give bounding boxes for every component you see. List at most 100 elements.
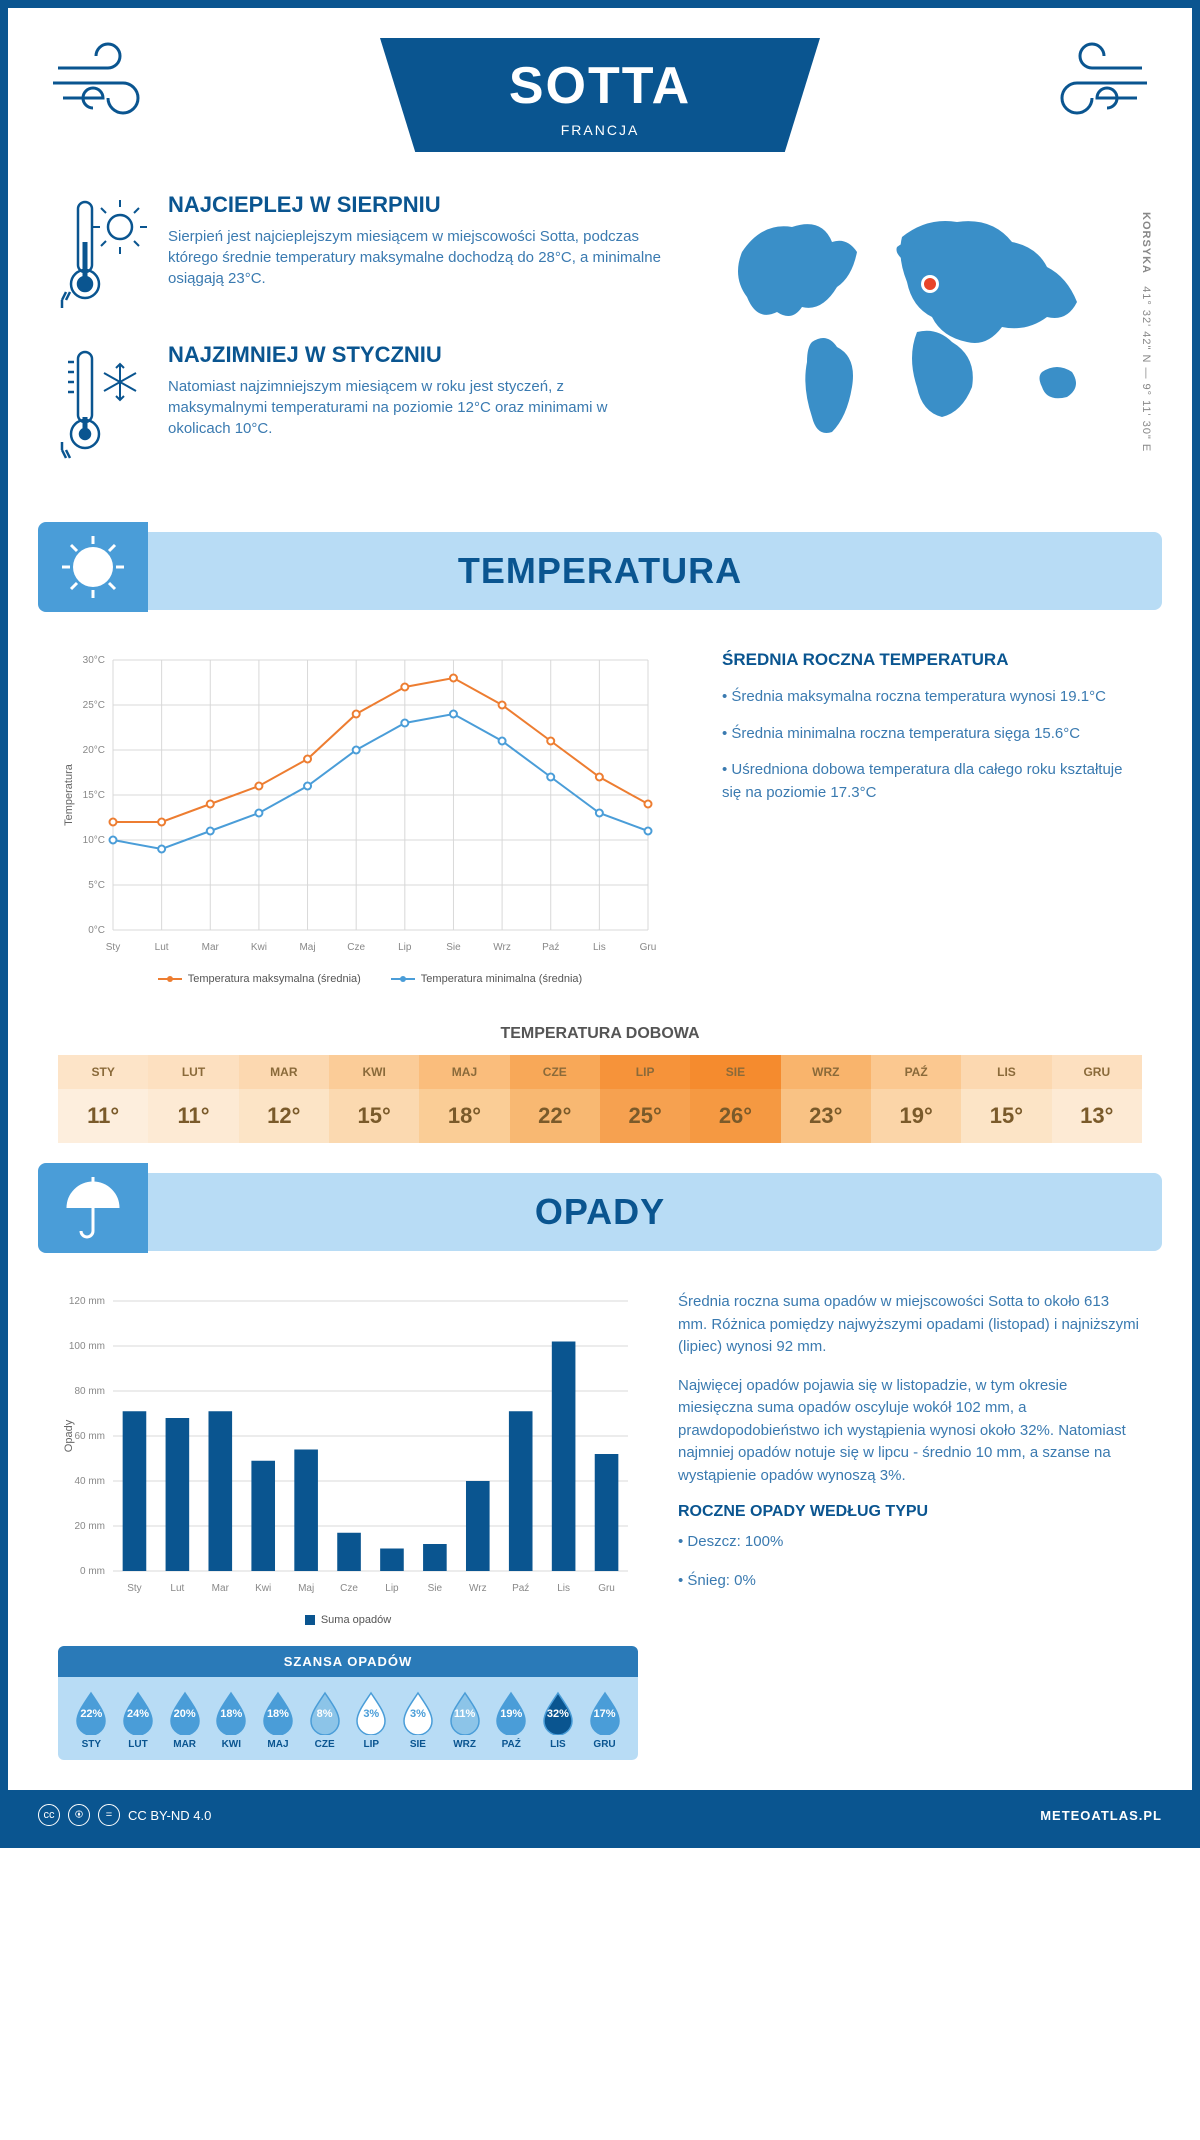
daily-cell: PAŹ19° bbox=[871, 1055, 961, 1143]
intro-left: NAJCIEPLEJ W SIERPNIU Sierpień jest najc… bbox=[58, 192, 662, 492]
svg-text:Mar: Mar bbox=[212, 1583, 230, 1594]
daily-cell: MAJ18° bbox=[419, 1055, 509, 1143]
svg-text:Lis: Lis bbox=[557, 1583, 570, 1594]
svg-text:Temperatura: Temperatura bbox=[63, 763, 75, 826]
page-subtitle: FRANCJA bbox=[380, 122, 820, 138]
temperature-line-chart: 0°C5°C10°C15°C20°C25°C30°CStyLutMarKwiMa… bbox=[58, 650, 658, 960]
svg-text:Lip: Lip bbox=[385, 1583, 399, 1594]
chance-drop: 17%GRU bbox=[584, 1691, 626, 1750]
section-title: TEMPERATURA bbox=[38, 550, 1162, 592]
daily-cell: KWI15° bbox=[329, 1055, 419, 1143]
svg-text:Maj: Maj bbox=[299, 942, 315, 953]
svg-text:60 mm: 60 mm bbox=[74, 1431, 105, 1442]
daily-temp-table: STY11°LUT11°MAR12°KWI15°MAJ18°CZE22°LIP2… bbox=[58, 1055, 1142, 1143]
rain-type-line: • Deszcz: 100% bbox=[678, 1531, 1142, 1554]
daily-cell: LIS15° bbox=[961, 1055, 1051, 1143]
section-title: OPADY bbox=[38, 1191, 1162, 1233]
by-icon: 🅯 bbox=[68, 1804, 90, 1826]
temp-summary-line: • Średnia maksymalna roczna temperatura … bbox=[722, 686, 1142, 709]
precipitation-content: 0 mm20 mm40 mm60 mm80 mm100 mm120 mmStyL… bbox=[8, 1271, 1192, 1646]
daily-cell: STY11° bbox=[58, 1055, 148, 1143]
daily-temp-title: TEMPERATURA DOBOWA bbox=[8, 1025, 1192, 1043]
daily-cell: WRZ23° bbox=[781, 1055, 871, 1143]
svg-text:Lut: Lut bbox=[155, 942, 169, 953]
svg-text:Sie: Sie bbox=[446, 942, 461, 953]
daily-cell: LUT11° bbox=[148, 1055, 238, 1143]
chance-drop: 18%MAJ bbox=[257, 1691, 299, 1750]
svg-text:30°C: 30°C bbox=[83, 655, 105, 666]
chance-drop: 18%KWI bbox=[210, 1691, 252, 1750]
rain-type-line: • Śnieg: 0% bbox=[678, 1570, 1142, 1593]
svg-text:10°C: 10°C bbox=[83, 835, 105, 846]
rain-text-2: Najwięcej opadów pojawia się w listopadz… bbox=[678, 1375, 1142, 1488]
svg-text:Cze: Cze bbox=[347, 942, 365, 953]
wind-icon bbox=[1032, 38, 1152, 128]
daily-cell: GRU13° bbox=[1052, 1055, 1142, 1143]
header: SOTTA FRANCJA bbox=[8, 8, 1192, 162]
license: cc 🅯 = CC BY-ND 4.0 bbox=[38, 1804, 211, 1826]
daily-cell: LIP25° bbox=[600, 1055, 690, 1143]
svg-text:100 mm: 100 mm bbox=[69, 1341, 105, 1352]
daily-cell: CZE22° bbox=[510, 1055, 600, 1143]
title-banner: SOTTA FRANCJA bbox=[380, 38, 820, 152]
sun-icon bbox=[38, 522, 148, 612]
svg-text:15°C: 15°C bbox=[83, 790, 105, 801]
footer: cc 🅯 = CC BY-ND 4.0 METEOATLAS.PL bbox=[8, 1790, 1192, 1840]
svg-text:Wrz: Wrz bbox=[493, 942, 511, 953]
rain-text-1: Średnia roczna suma opadów w miejscowośc… bbox=[678, 1291, 1142, 1359]
svg-text:Gru: Gru bbox=[598, 1583, 615, 1594]
svg-text:Mar: Mar bbox=[202, 942, 220, 953]
svg-text:Sie: Sie bbox=[428, 1583, 443, 1594]
page: SOTTA FRANCJA bbox=[0, 0, 1200, 1848]
wind-icon bbox=[48, 38, 168, 128]
precipitation-summary: Średnia roczna suma opadów w miejscowośc… bbox=[678, 1291, 1142, 1626]
temperature-banner: TEMPERATURA bbox=[38, 532, 1162, 610]
temperature-summary: ŚREDNIA ROCZNA TEMPERATURA • Średnia mak… bbox=[722, 650, 1142, 985]
temperature-content: 0°C5°C10°C15°C20°C25°C30°CStyLutMarKwiMa… bbox=[8, 630, 1192, 1005]
svg-text:Lip: Lip bbox=[398, 942, 412, 953]
thermometer-sun-icon bbox=[58, 192, 148, 312]
rain-chart-legend: Suma opadów bbox=[58, 1614, 638, 1626]
thermometer-snow-icon bbox=[58, 342, 148, 462]
svg-text:5°C: 5°C bbox=[88, 880, 105, 891]
chance-drop: 24%LUT bbox=[117, 1691, 159, 1750]
umbrella-icon bbox=[38, 1163, 148, 1253]
svg-text:Sty: Sty bbox=[127, 1583, 141, 1594]
chance-drop: 3%LIP bbox=[350, 1691, 392, 1750]
svg-text:20°C: 20°C bbox=[83, 745, 105, 756]
precipitation-bar-chart: 0 mm20 mm40 mm60 mm80 mm100 mm120 mmStyL… bbox=[58, 1291, 638, 1601]
svg-text:Paź: Paź bbox=[512, 1583, 529, 1594]
temp-summary-title: ŚREDNIA ROCZNA TEMPERATURA bbox=[722, 650, 1142, 670]
svg-text:80 mm: 80 mm bbox=[74, 1386, 105, 1397]
chance-drop: 11%WRZ bbox=[444, 1691, 486, 1750]
hottest-block: NAJCIEPLEJ W SIERPNIU Sierpień jest najc… bbox=[58, 192, 662, 312]
chance-drop: 20%MAR bbox=[164, 1691, 206, 1750]
temp-chart-legend: Temperatura maksymalna (średnia) Tempera… bbox=[58, 973, 682, 985]
svg-text:Sty: Sty bbox=[106, 942, 120, 953]
page-title: SOTTA bbox=[380, 56, 820, 116]
precipitation-chance-box: SZANSA OPADÓW 22%STY24%LUT20%MAR18%KWI18… bbox=[58, 1646, 638, 1760]
chance-drop: 22%STY bbox=[70, 1691, 112, 1750]
precipitation-banner: OPADY bbox=[38, 1173, 1162, 1251]
svg-text:Cze: Cze bbox=[340, 1583, 358, 1594]
world-map: KORSYKA 41° 32' 42" N — 9° 11' 30" E bbox=[702, 192, 1142, 492]
svg-text:Paź: Paź bbox=[542, 942, 559, 953]
nd-icon: = bbox=[98, 1804, 120, 1826]
coldest-text: Natomiast najzimniejszym miesiącem w rok… bbox=[168, 376, 662, 439]
chance-title: SZANSA OPADÓW bbox=[58, 1646, 638, 1677]
svg-text:Kwi: Kwi bbox=[251, 942, 267, 953]
chance-drop: 3%SIE bbox=[397, 1691, 439, 1750]
daily-cell: SIE26° bbox=[690, 1055, 780, 1143]
svg-text:25°C: 25°C bbox=[83, 700, 105, 711]
svg-text:Maj: Maj bbox=[298, 1583, 314, 1594]
chance-drop: 8%CZE bbox=[304, 1691, 346, 1750]
intro: NAJCIEPLEJ W SIERPNIU Sierpień jest najc… bbox=[8, 162, 1192, 512]
daily-cell: MAR12° bbox=[239, 1055, 329, 1143]
svg-text:Wrz: Wrz bbox=[469, 1583, 487, 1594]
temp-summary-line: • Uśredniona dobowa temperatura dla całe… bbox=[722, 759, 1142, 804]
rain-type-title: ROCZNE OPADY WEDŁUG TYPU bbox=[678, 1503, 1142, 1521]
svg-text:Gru: Gru bbox=[640, 942, 657, 953]
coldest-block: NAJZIMNIEJ W STYCZNIU Natomiast najzimni… bbox=[58, 342, 662, 462]
svg-text:Kwi: Kwi bbox=[255, 1583, 271, 1594]
chance-drop: 19%PAŹ bbox=[490, 1691, 532, 1750]
